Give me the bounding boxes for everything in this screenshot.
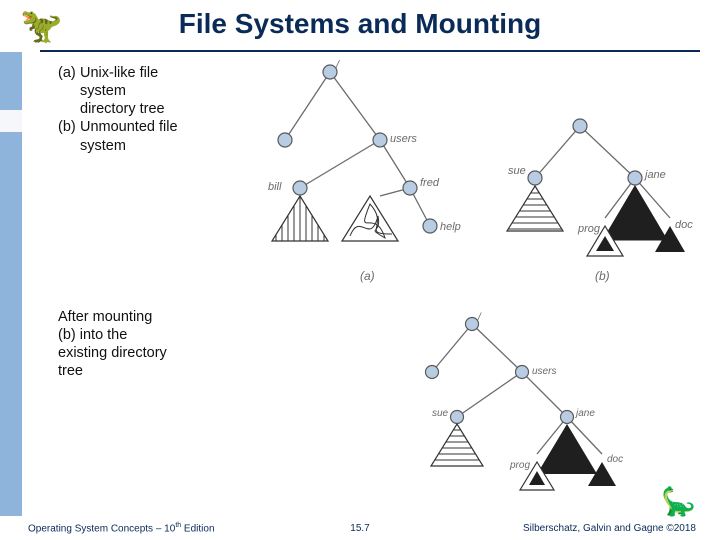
figure-bottom: / users sue jane: [392, 312, 652, 517]
caption-b: (b): [595, 269, 610, 283]
caption2-l1: After mounting: [58, 308, 238, 326]
label-root-a: /: [335, 59, 340, 71]
label-bill: bill: [268, 181, 282, 193]
label-jane-c: jane: [574, 408, 595, 419]
label-prog: prog: [577, 223, 601, 235]
slide-title: File Systems and Mounting: [179, 8, 541, 39]
label-fred: fred: [420, 177, 440, 189]
label-doc-c: doc: [607, 454, 623, 465]
caption-b-prefix: (b): [58, 118, 80, 136]
caption-a-l1: Unix-like file: [80, 65, 158, 81]
caption2-l2: (b) into the: [58, 326, 238, 344]
footer-right-b: ©: [666, 523, 673, 534]
footer-right-a: Silberschatz, Galvin and Gagne: [523, 523, 666, 534]
figure-top: / users bill: [250, 58, 710, 293]
caption-a: (a): [360, 269, 375, 283]
label-prog-c: prog: [509, 460, 530, 471]
label-help: help: [440, 221, 461, 233]
footer-right: Silberschatz, Galvin and Gagne ©2018: [523, 523, 696, 534]
title-underline: [40, 50, 700, 52]
left-sidebar-notch: [0, 110, 22, 132]
caption-b-l1: Unmounted file: [80, 119, 178, 135]
footer-right-c: 2018: [674, 523, 696, 534]
caption2-l3: existing directory: [58, 344, 238, 362]
slide-title-area: File Systems and Mounting: [0, 8, 720, 40]
label-sue-c: sue: [432, 408, 449, 419]
label-sue: sue: [508, 165, 526, 177]
label-jane: jane: [643, 169, 666, 181]
caption2-l4: tree: [58, 362, 238, 380]
label-doc: doc: [675, 219, 693, 231]
caption-a-l3: directory tree: [58, 100, 248, 118]
caption-a-prefix: (a): [58, 64, 80, 82]
label-root-c: /: [477, 312, 482, 323]
dino-icon-right: 🦕: [661, 485, 696, 518]
caption-block-1: (a)Unix-like file system directory tree …: [58, 64, 248, 155]
label-users-c: users: [532, 366, 556, 377]
caption-block-2: After mounting (b) into the existing dir…: [58, 308, 238, 381]
caption-b-l2: system: [58, 137, 248, 155]
caption-a-l2: system: [58, 82, 248, 100]
label-users-a: users: [390, 133, 417, 145]
